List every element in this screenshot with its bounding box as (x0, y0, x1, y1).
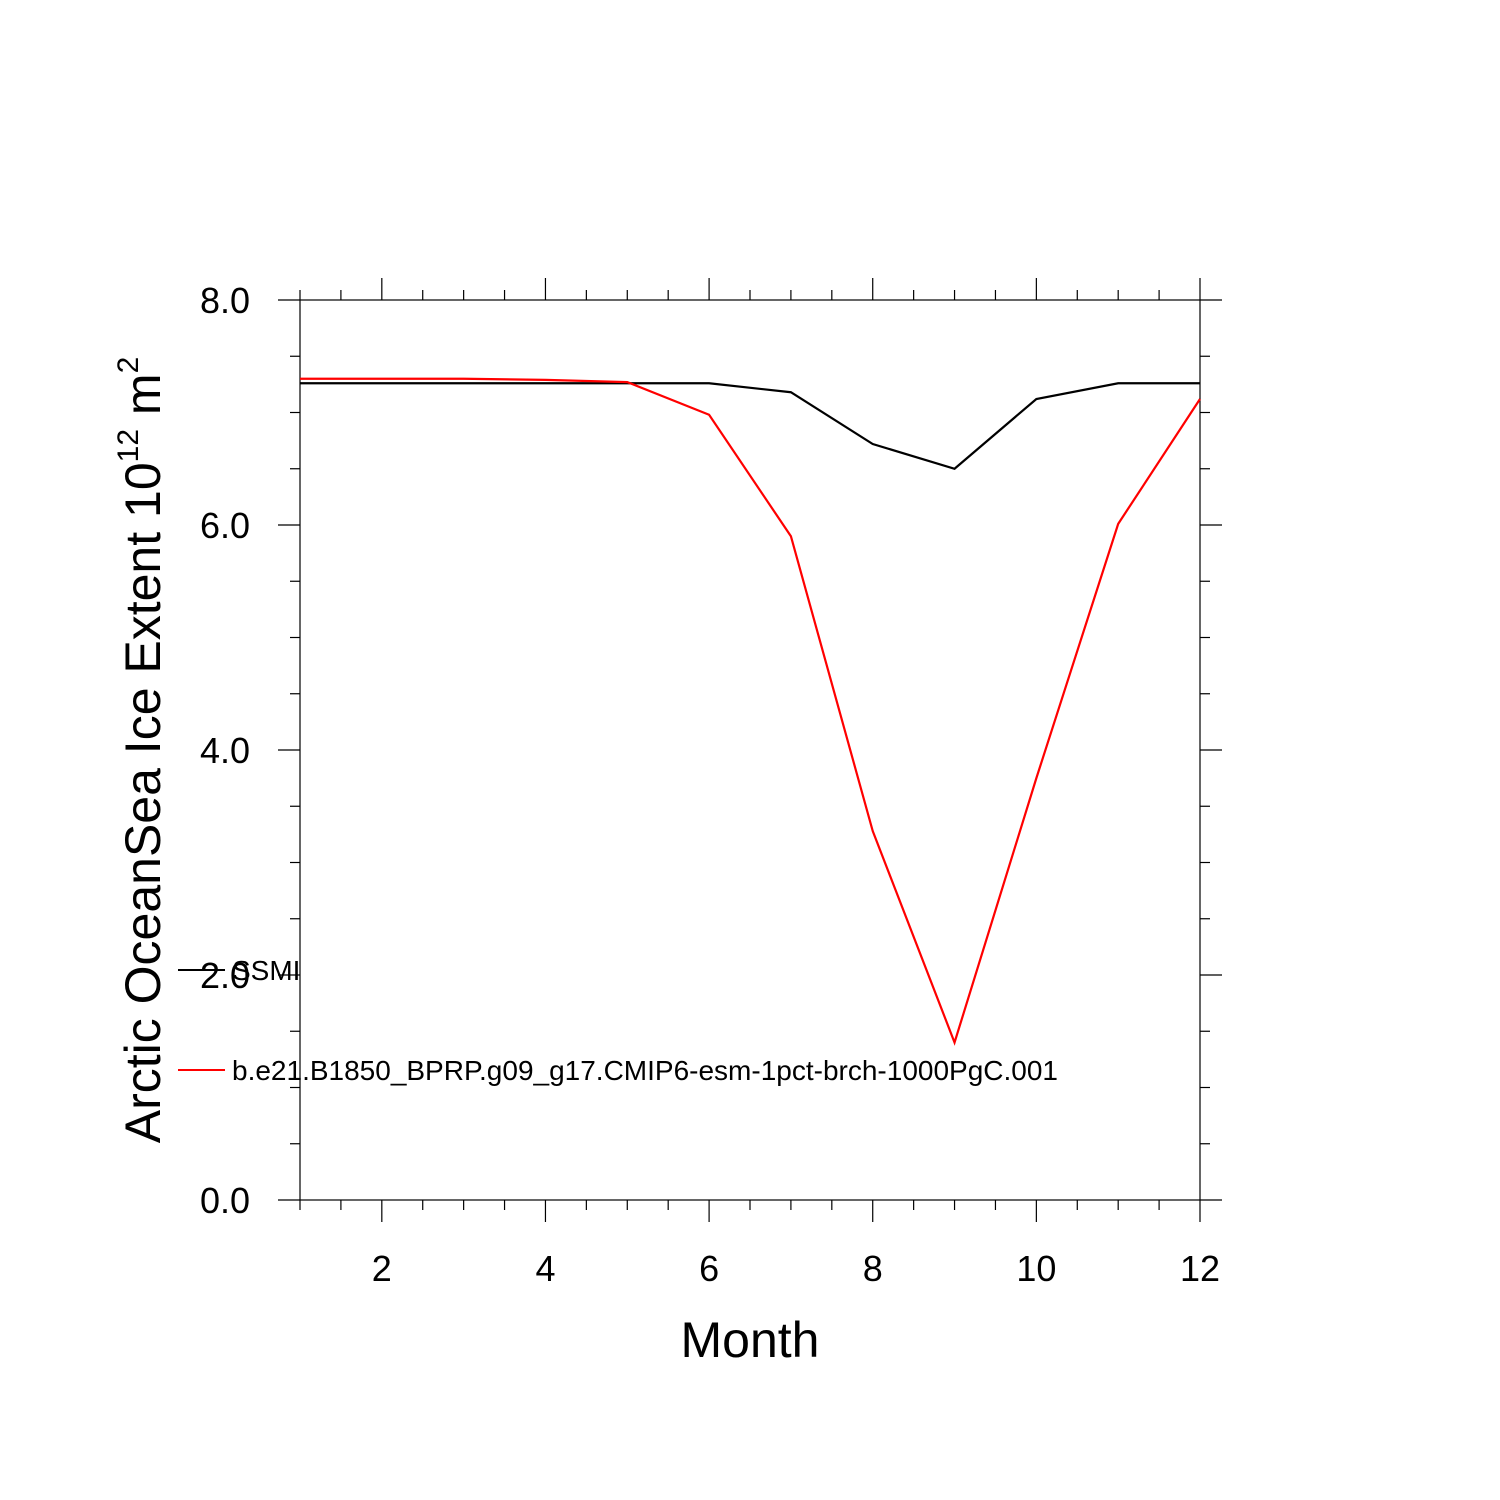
legend-label-ssmi: SSMI (232, 955, 300, 986)
y-axis-title-unit-superscript: 2 (112, 357, 145, 374)
y-tick-label: 4.0 (200, 730, 250, 771)
legend: SSMI b.e21.B1850_BPRP.g09_g17.CMIP6-esm-… (178, 955, 1058, 1086)
x-tick-label: 8 (863, 1248, 883, 1289)
axis-ticks (278, 278, 1222, 1222)
x-tick-labels: 2 4 6 8 10 12 (372, 1248, 1220, 1289)
x-tick-label: 6 (699, 1248, 719, 1289)
y-axis-title-superscript: 12 (112, 429, 145, 462)
y-axis-title-unit: m (115, 373, 171, 429)
series-line-1 (300, 377, 1201, 1046)
y-axis-title-main: Arctic OceanSea Ice Extent 10 (115, 462, 171, 1143)
y-tick-labels: 0.0 2.0 4.0 6.0 8.0 (200, 280, 250, 1221)
x-tick-label: 2 (372, 1248, 392, 1289)
series-line-0 (300, 382, 1200, 470)
y-tick-label: 0.0 (200, 1180, 250, 1221)
y-tick-label: 8.0 (200, 280, 250, 321)
x-tick-label: 4 (535, 1248, 555, 1289)
x-axis-title: Month (681, 1312, 820, 1368)
x-tick-label: 10 (1016, 1248, 1056, 1289)
x-tick-label: 12 (1180, 1248, 1220, 1289)
y-tick-label: 6.0 (200, 505, 250, 546)
y-axis-title: Arctic OceanSea Ice Extent 1012 m2 (112, 357, 171, 1144)
legend-label-model: b.e21.B1850_BPRP.g09_g17.CMIP6-esm-1pct-… (232, 1055, 1058, 1086)
series-lines (300, 377, 1201, 1046)
legend-item-ssmi: SSMI (178, 955, 300, 986)
legend-item-model: b.e21.B1850_BPRP.g09_g17.CMIP6-esm-1pct-… (178, 1055, 1058, 1086)
y-tick-label: 2.0 (200, 955, 250, 996)
